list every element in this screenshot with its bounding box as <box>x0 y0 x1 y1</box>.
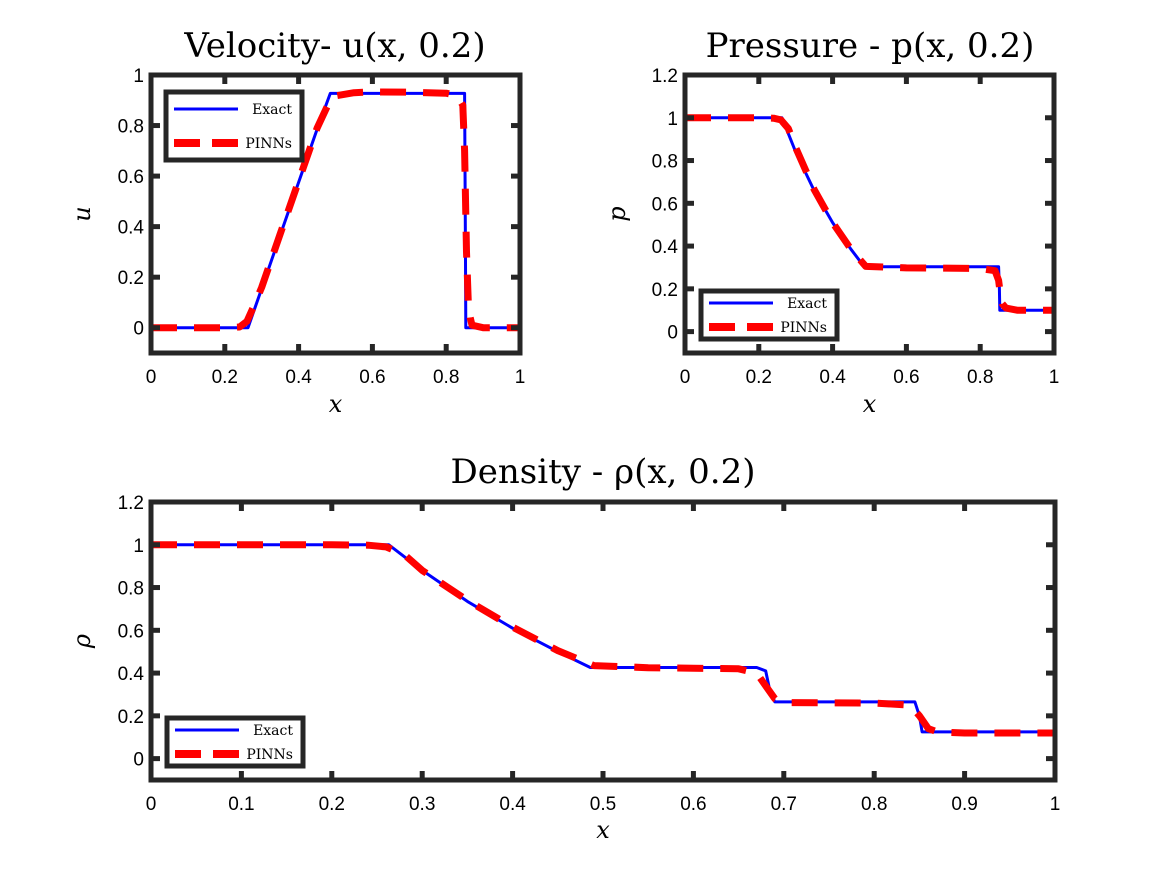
density-xtick-label: 0.7 <box>771 794 797 815</box>
velocity-ytick-label: 0.2 <box>118 268 144 289</box>
density-legend: Exact PINNs <box>164 715 306 769</box>
pressure-xtick-label: 0.2 <box>746 367 772 388</box>
density-subplot: Density - ρ(x, 0.2) 0 0.1 0.2 0.3 0.4 0.5 0.6 0.… <box>68 452 1060 844</box>
density-xlabel: x <box>596 816 610 844</box>
velocity-title: Velocity- u(x, 0.2) <box>183 26 485 66</box>
velocity-xtick-label: 0.4 <box>285 367 312 388</box>
pressure-ytick-label: 0 <box>667 323 678 344</box>
velocity-series-pinns-line <box>151 88 520 332</box>
velocity-xtick-label: 0.6 <box>359 367 385 388</box>
pressure-title: Pressure - p(x, 0.2) <box>706 26 1035 66</box>
density-xtick-label: 1 <box>1050 794 1061 815</box>
density-legend-pinns-label: PINNs <box>246 747 293 763</box>
pressure-xtick-label: 1 <box>1049 367 1060 388</box>
pressure-series-pinns-line <box>685 114 1054 314</box>
density-xtick-label: 0.5 <box>590 794 616 815</box>
pressure-ytick-label: 0.8 <box>652 152 678 173</box>
density-series-pinns-line <box>151 541 1055 737</box>
velocity-axes-box <box>148 72 523 356</box>
density-ytick-label: 1 <box>133 536 144 557</box>
density-xtick-label: 0.2 <box>319 794 345 815</box>
velocity-ylabel: u <box>68 206 96 221</box>
pressure-subplot: Pressure - p(x, 0.2) 0 0.2 0.4 0.6 0.8 1 0 0.2 0.… <box>603 26 1059 418</box>
velocity-legend-exact-label: Exact <box>252 102 292 118</box>
velocity-ytick-label: 0.6 <box>118 167 144 188</box>
pressure-xlabel: x <box>863 390 877 418</box>
density-legend-exact-label: Exact <box>253 723 293 739</box>
density-xtick-label: 0.8 <box>861 794 887 815</box>
density-xtick-label: 0 <box>146 794 157 815</box>
density-xtick-label: 0.1 <box>228 794 254 815</box>
velocity-subplot: Velocity- u(x, 0.2) 0 0.2 0.4 0.6 0.8 1 0 0.2 0.4… <box>68 26 525 418</box>
density-ytick-label: 1.2 <box>118 493 144 514</box>
pressure-ytick-label: 0.4 <box>652 237 679 258</box>
density-ytick-label: 0.8 <box>118 579 144 600</box>
pressure-legend: Exact PINNs <box>698 288 840 342</box>
pressure-ytick-label: 0.2 <box>652 280 678 301</box>
pressure-xtick-label: 0.4 <box>819 367 846 388</box>
pressure-legend-pinns-label: PINNs <box>780 320 827 336</box>
density-title: Density - ρ(x, 0.2) <box>451 452 756 492</box>
pressure-xtick-label: 0.8 <box>967 367 993 388</box>
density-ytick-label: 0 <box>133 750 144 771</box>
density-xtick-label: 0.9 <box>951 794 977 815</box>
density-xtick-label: 0.3 <box>409 794 435 815</box>
velocity-ytick-label: 0 <box>133 319 144 340</box>
density-ylabel: ρ <box>68 634 96 649</box>
density-ytick-label: 0.2 <box>118 707 144 728</box>
velocity-ytick-label: 0.4 <box>118 218 145 239</box>
density-ytick-label: 0.4 <box>118 664 145 685</box>
velocity-legend-pinns-label: PINNs <box>245 136 292 152</box>
velocity-legend-box <box>163 89 305 163</box>
pressure-ylabel: p <box>603 206 631 221</box>
density-series-exact-line <box>151 543 1055 734</box>
velocity-xtick-label: 0 <box>146 367 157 388</box>
density-xtick-label: 0.6 <box>680 794 706 815</box>
pressure-ytick-label: 1.2 <box>652 66 678 87</box>
pressure-legend-exact-label: Exact <box>787 296 827 312</box>
velocity-ytick-label: 0.8 <box>118 117 144 138</box>
pressure-ytick-label: 0.6 <box>652 194 678 215</box>
velocity-xtick-label: 0.2 <box>212 367 238 388</box>
pressure-xtick-label: 0.6 <box>893 367 919 388</box>
pressure-ytick-label: 1 <box>667 109 678 130</box>
velocity-xtick-label: 0.8 <box>433 367 459 388</box>
velocity-xlabel: x <box>329 390 343 418</box>
pressure-axes-box <box>682 72 1057 356</box>
density-ytick-label: 0.6 <box>118 621 144 642</box>
velocity-legend: Exact PINNs <box>163 89 305 163</box>
velocity-xtick-label: 1 <box>515 367 526 388</box>
velocity-ytick-label: 1 <box>133 66 144 87</box>
pressure-xtick-label: 0 <box>680 367 691 388</box>
density-xtick-label: 0.4 <box>499 794 526 815</box>
